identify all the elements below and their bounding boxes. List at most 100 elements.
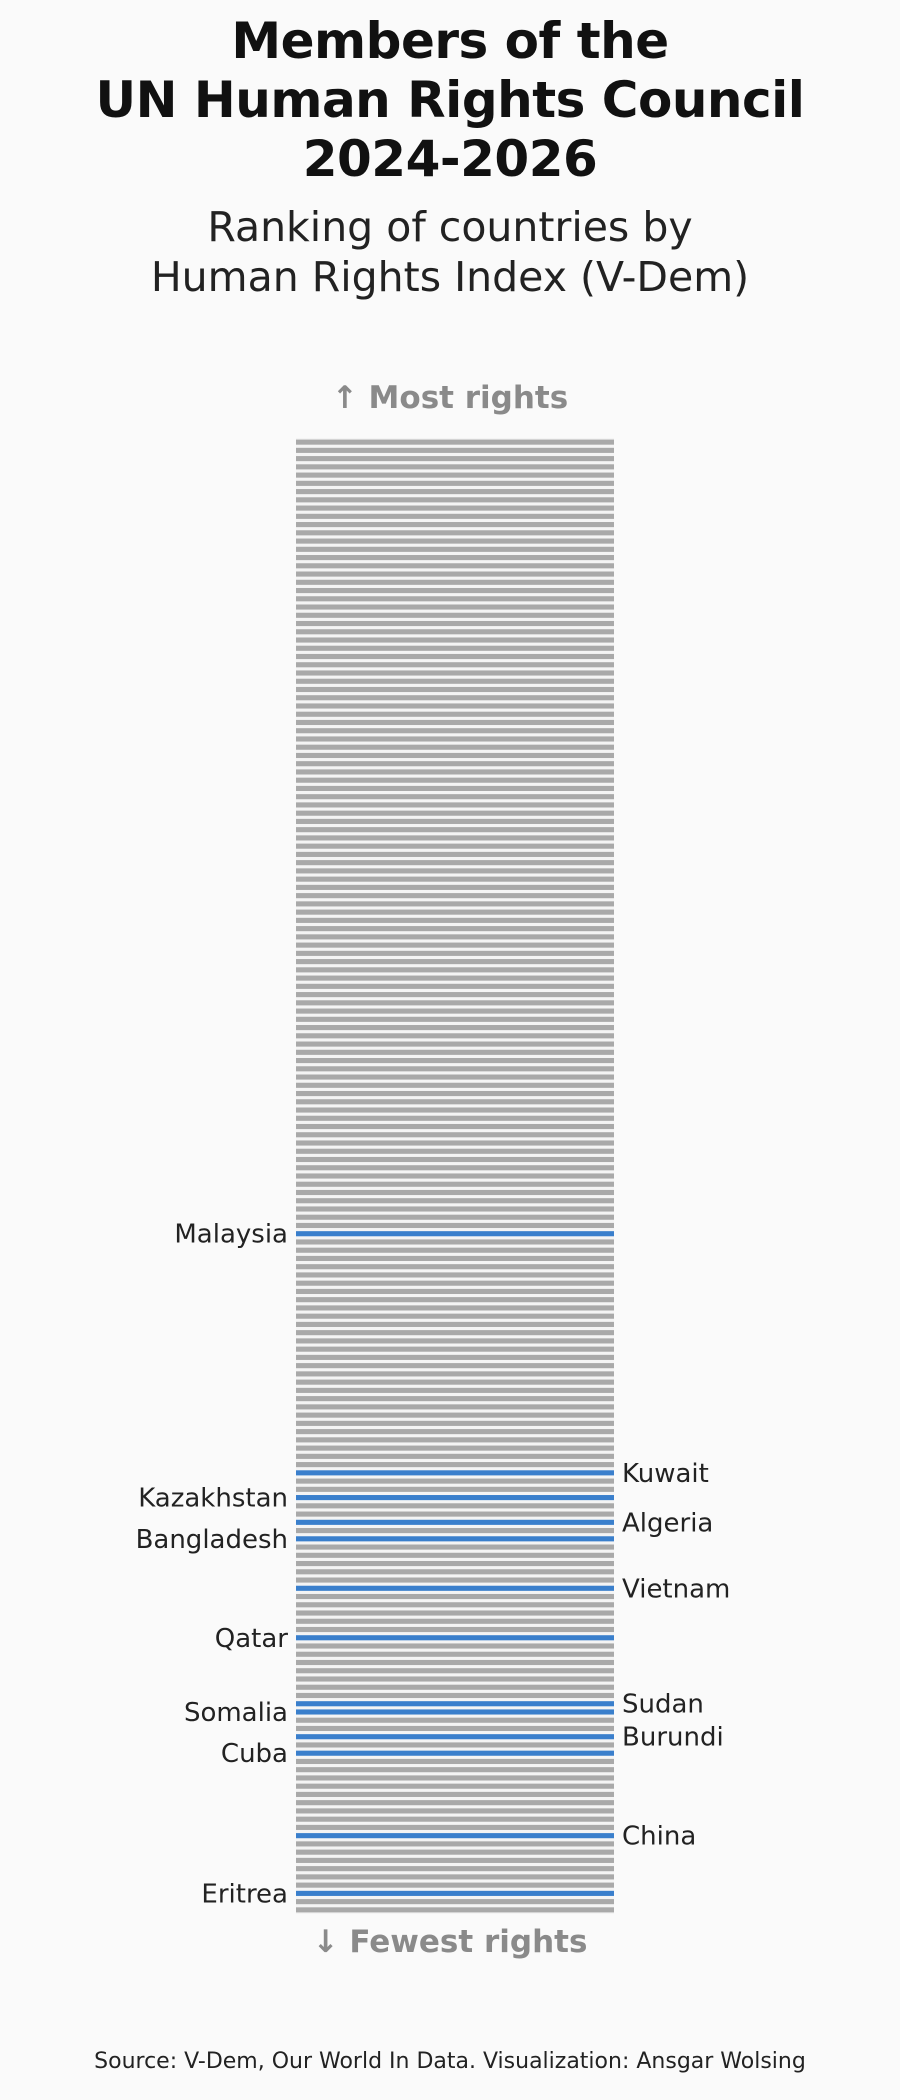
country-bar — [296, 802, 614, 808]
country-bar — [296, 1264, 614, 1270]
country-bar — [296, 497, 614, 503]
country-bar — [296, 1363, 614, 1369]
country-bar — [296, 1313, 614, 1319]
country-bar — [296, 579, 614, 585]
label-malaysia: Malaysia — [174, 1220, 288, 1250]
label-kuwait: Kuwait — [622, 1459, 709, 1489]
country-bar — [296, 629, 614, 635]
country-bar — [296, 827, 614, 833]
country-bar — [296, 1626, 614, 1633]
bar-bangladesh — [296, 1536, 614, 1542]
country-bar — [296, 612, 614, 618]
country-bar — [296, 1775, 614, 1781]
country-bar — [296, 785, 614, 791]
chart-title: Members of the UN Human Rights Council 2… — [0, 12, 900, 189]
country-bar — [296, 538, 614, 544]
country-bar — [296, 1899, 614, 1905]
country-bar — [296, 1214, 614, 1220]
country-bar — [296, 1338, 614, 1344]
country-bar — [296, 744, 614, 750]
country-bar — [296, 926, 614, 932]
country-bar — [296, 769, 614, 775]
country-bar — [296, 1659, 614, 1666]
country-bar — [296, 1000, 614, 1006]
country-bar — [296, 810, 614, 816]
country-bar — [296, 1593, 614, 1600]
country-bar — [296, 1849, 614, 1855]
country-bar — [296, 1783, 614, 1789]
country-bar — [296, 794, 614, 800]
country-bar — [296, 645, 614, 651]
country-bar — [296, 728, 614, 734]
country-bar — [296, 604, 614, 610]
chart-title-line-2: UN Human Rights Council — [95, 71, 805, 129]
country-bar — [296, 1808, 614, 1814]
country-bar — [296, 489, 614, 495]
most-rights-label: ↑ Most rights — [331, 380, 569, 416]
label-cuba: Cuba — [221, 1739, 288, 1769]
country-bar — [296, 1379, 614, 1385]
country-bar — [296, 464, 614, 470]
country-bar — [296, 967, 614, 973]
country-bar — [296, 1123, 614, 1130]
country-bar — [296, 1437, 614, 1443]
country-bar — [296, 1041, 614, 1047]
country-bar — [296, 1058, 614, 1064]
country-bar — [296, 893, 614, 899]
country-bar — [296, 1725, 614, 1732]
country-bar — [296, 959, 614, 965]
country-bar — [296, 703, 614, 709]
country-bar — [296, 818, 614, 824]
chart-title-line-3: 2024-2026 — [302, 130, 598, 188]
country-bar — [296, 736, 614, 742]
country-bar — [296, 1396, 614, 1402]
country-bar — [296, 1016, 614, 1022]
country-bar — [296, 1255, 614, 1262]
bar-vietnam — [296, 1585, 614, 1591]
bar-eritrea — [296, 1890, 614, 1896]
country-bar — [296, 983, 614, 989]
country-bar — [296, 1676, 614, 1682]
country-bar — [296, 670, 614, 676]
country-bar — [296, 522, 614, 528]
country-bar — [296, 686, 614, 693]
country-bar — [296, 1165, 614, 1171]
country-bar — [296, 1305, 614, 1311]
country-bar — [296, 1066, 614, 1072]
country-bar — [296, 439, 614, 445]
country-bar — [296, 843, 614, 849]
country-bar — [296, 860, 614, 866]
country-bar — [296, 1610, 614, 1616]
country-bar — [296, 1115, 614, 1121]
country-bar — [296, 1824, 614, 1830]
country-bar — [296, 1503, 614, 1509]
country-bar — [296, 1800, 614, 1806]
country-bar — [296, 1857, 614, 1863]
country-bar — [296, 901, 614, 907]
bar-kazakhstan — [296, 1495, 614, 1501]
country-bar — [296, 1552, 614, 1558]
country-bar — [296, 456, 614, 462]
country-bar — [296, 1173, 614, 1179]
country-bar — [296, 1569, 614, 1575]
country-bar — [296, 1874, 614, 1880]
country-bar — [296, 1767, 614, 1773]
country-bar — [296, 876, 614, 882]
country-bar — [296, 711, 614, 717]
country-bar — [296, 1478, 614, 1484]
fewest-rights-label: ↓ Fewest rights — [312, 1924, 588, 1960]
country-bar — [296, 1758, 614, 1765]
country-bar — [296, 1140, 614, 1146]
country-bar — [296, 1841, 614, 1847]
country-bar — [296, 1222, 614, 1229]
country-bar — [296, 1272, 614, 1278]
label-sudan: Sudan — [622, 1690, 704, 1720]
country-bar — [296, 555, 614, 561]
country-bar — [296, 1618, 614, 1624]
country-bar — [296, 1025, 614, 1031]
country-bar — [296, 917, 614, 923]
bar-kuwait — [296, 1470, 614, 1476]
country-bar — [296, 1462, 614, 1468]
country-bar — [296, 1198, 614, 1204]
